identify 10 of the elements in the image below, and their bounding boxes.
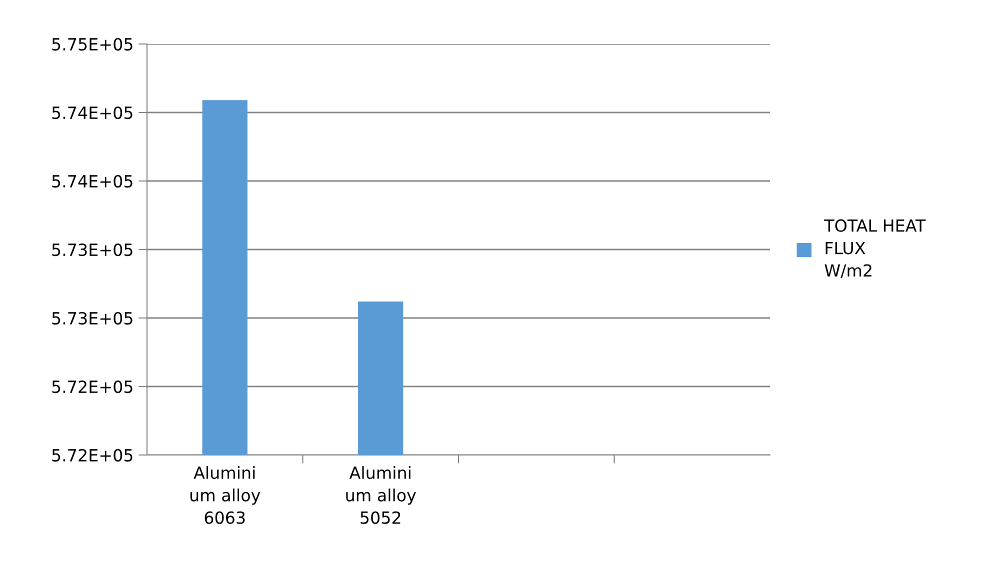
x-tick-label: Alumini um alloy 6063 [190, 466, 260, 524]
y-tick-label: 5.74E+05 [52, 106, 132, 120]
y-tick-label: 5.74E+05 [52, 174, 132, 188]
y-tick-label: 5.72E+05 [52, 448, 132, 462]
x-tick-label: Alumini um alloy 5052 [346, 466, 416, 524]
y-tick-label: 5.75E+05 [52, 38, 132, 51]
y-tick-label: 5.73E+05 [52, 243, 132, 256]
y-tick-label: 5.73E+05 [52, 312, 132, 325]
legend-label: TOTAL HEAT FLUX W/m2 [824, 219, 926, 278]
y-tick-label: 5.72E+05 [52, 380, 132, 394]
